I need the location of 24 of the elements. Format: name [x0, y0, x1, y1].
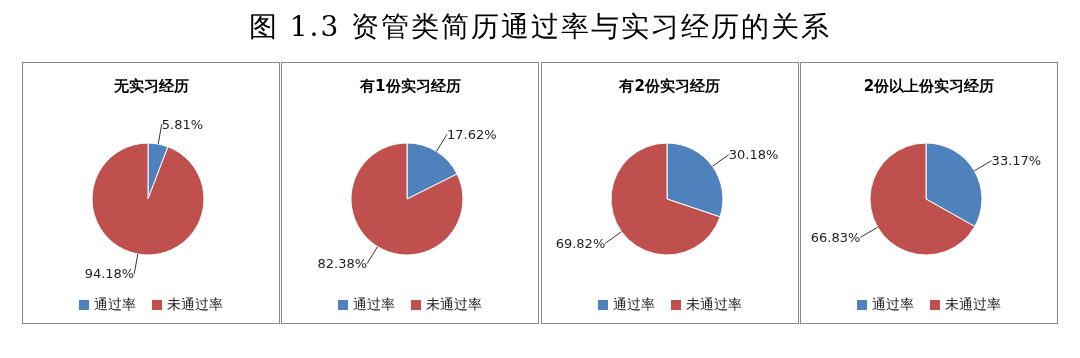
- chart-title: 有1份实习经历: [359, 77, 462, 97]
- legend-label: 通过率: [93, 296, 136, 314]
- data-label: 33.17%: [991, 153, 1042, 169]
- legend-label: 通过率: [352, 296, 396, 314]
- legend-label: 通过率: [611, 296, 655, 314]
- legend-label: 未通过率: [166, 296, 223, 314]
- legend-label: 未通过率: [425, 296, 483, 314]
- pie-slice: [91, 142, 205, 256]
- chart-title: 无实习经历: [112, 77, 190, 97]
- data-label: 30.18%: [728, 147, 778, 163]
- chart-title: 有2份实习经历: [618, 77, 721, 97]
- data-label: 82.38%: [317, 256, 368, 272]
- chart-title: 2份以上份实习经历: [862, 77, 996, 97]
- data-label: 69.82%: [555, 235, 605, 251]
- pie-slice: [350, 142, 464, 256]
- data-label: 5.81%: [161, 116, 204, 132]
- text: 图 1.3 资管类简历通过率与实习经历的关系: [247, 9, 833, 45]
- data-label: 94.18%: [84, 266, 135, 282]
- pie-slice: [610, 142, 721, 256]
- data-label: 66.83%: [810, 229, 861, 245]
- data-label: 17.62%: [447, 126, 497, 142]
- legend-label: 未通过率: [684, 296, 742, 314]
- legend-label: 通过率: [871, 296, 914, 314]
- legend-label: 未通过率: [944, 296, 1001, 314]
